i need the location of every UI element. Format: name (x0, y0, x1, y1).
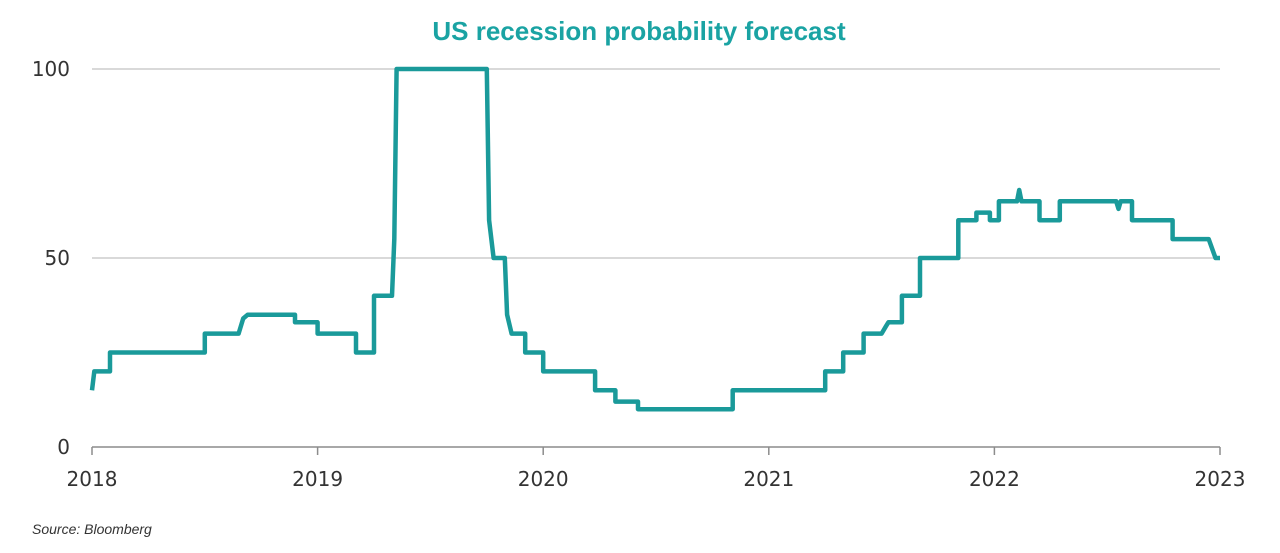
series-layer (89, 66, 1220, 412)
source-note: Source: Bloomberg (32, 521, 152, 537)
x-tick-label: 2019 (292, 467, 343, 491)
y-tick-label: 100 (32, 57, 70, 81)
x-axis: 2018 2019 2020 2021 2022 2023 (67, 446, 1246, 491)
x-tick-label: 2023 (1195, 467, 1246, 491)
chart-title: US recession probability forecast (432, 16, 846, 46)
x-tick-label: 2018 (67, 467, 118, 491)
x-tick-label: 2020 (518, 467, 569, 491)
y-tick-label: 50 (45, 246, 70, 270)
y-tick-label: 0 (57, 435, 70, 459)
x-tick-label: 2022 (969, 467, 1020, 491)
x-tick-label: 2021 (743, 467, 794, 491)
grid-lines (92, 68, 1220, 259)
series-line-0 (89, 66, 1220, 412)
y-axis: 0 50 100 (32, 57, 70, 459)
